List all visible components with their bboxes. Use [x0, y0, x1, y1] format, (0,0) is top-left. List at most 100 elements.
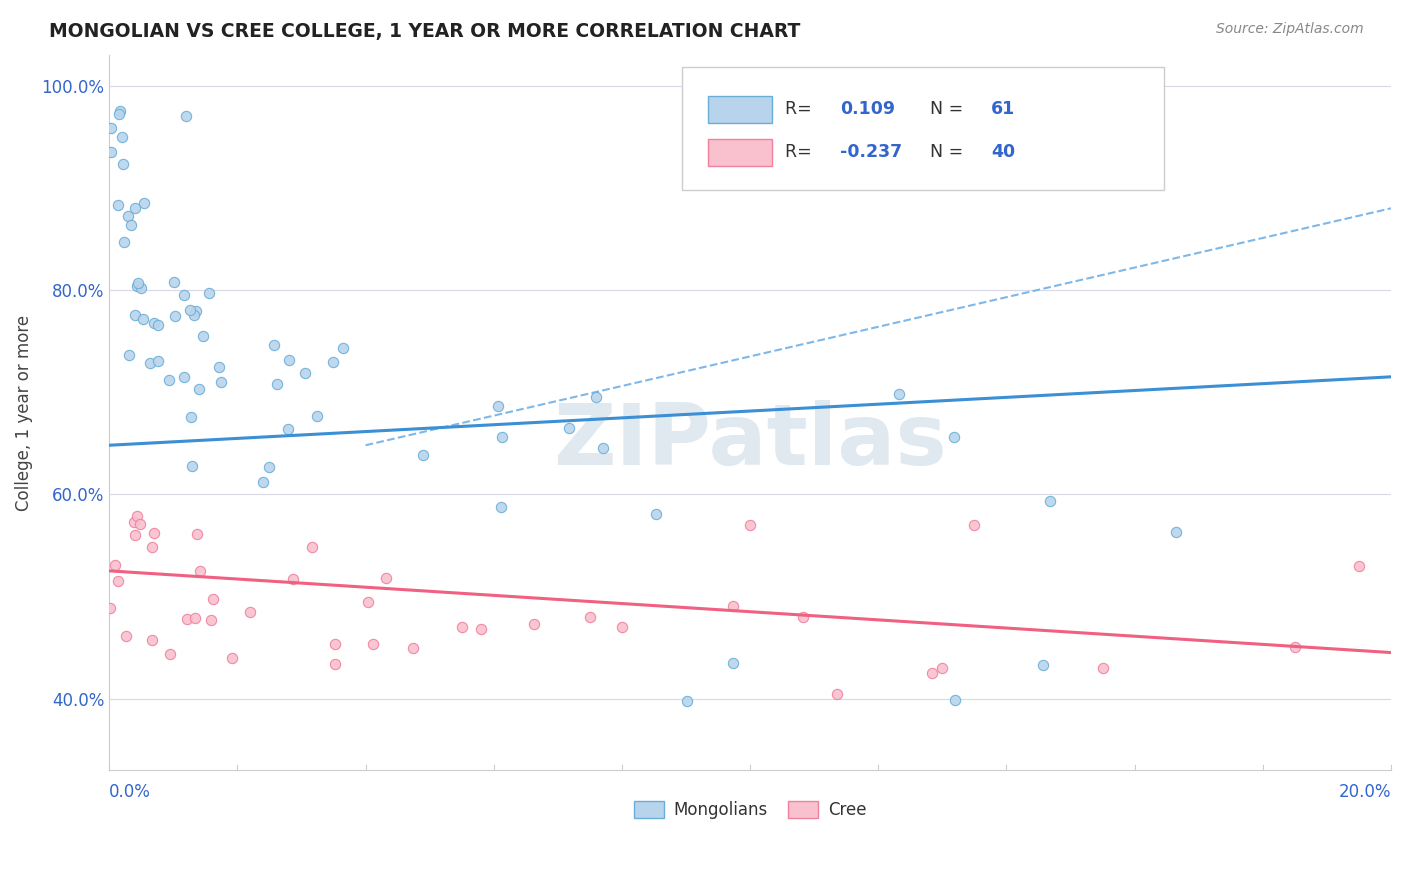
Point [159, 647, 181, 661]
Point [931, 661, 953, 675]
Point [186, 526, 208, 541]
Text: Source: ZipAtlas.com: Source: ZipAtlas.com [1216, 22, 1364, 37]
Point [162, 275, 184, 289]
Point [122, 515, 145, 529]
Point [129, 281, 152, 295]
Point [107, 574, 129, 588]
Point [188, 564, 211, 578]
Point [176, 612, 198, 626]
Point [208, 360, 231, 375]
Point [887, 386, 910, 401]
Point [610, 620, 633, 634]
Point [173, 288, 195, 302]
Point [307, 409, 329, 423]
Y-axis label: College, 1 year or more: College, 1 year or more [15, 315, 32, 510]
Point [645, 507, 668, 521]
Point [201, 591, 224, 606]
Point [486, 399, 509, 413]
Point [174, 110, 197, 124]
Point [209, 376, 232, 390]
Point [108, 107, 131, 121]
Point [200, 613, 222, 627]
Point [263, 338, 285, 352]
Point [239, 606, 262, 620]
Point [963, 517, 986, 532]
Point [257, 460, 280, 475]
Point [491, 430, 513, 444]
Point [143, 316, 166, 330]
Text: ZIPatlas: ZIPatlas [553, 400, 948, 483]
Point [132, 312, 155, 326]
Text: 0.0%: 0.0% [110, 783, 150, 801]
Point [104, 558, 127, 572]
FancyBboxPatch shape [682, 67, 1164, 189]
Point [1091, 661, 1114, 675]
Point [107, 198, 129, 212]
Text: N =: N = [929, 101, 969, 119]
Point [141, 633, 163, 648]
Point [120, 219, 142, 233]
Point [412, 448, 434, 462]
Point [157, 373, 180, 387]
Point [141, 541, 163, 555]
Text: -0.237: -0.237 [839, 144, 901, 161]
Text: 61: 61 [991, 101, 1015, 119]
Point [723, 599, 745, 614]
Bar [707, 95, 772, 123]
Point [184, 611, 207, 625]
Point [100, 120, 122, 135]
Point [125, 279, 148, 293]
Point [142, 525, 165, 540]
Point [129, 516, 152, 531]
Point [252, 475, 274, 489]
Point [283, 572, 305, 586]
Point [470, 622, 492, 636]
Point [332, 341, 354, 355]
Point [1039, 493, 1062, 508]
Text: 0.109: 0.109 [839, 101, 894, 119]
Point [184, 304, 207, 318]
Point [181, 458, 204, 473]
Text: MONGOLIAN VS CREE COLLEGE, 1 YEAR OR MORE CORRELATION CHART: MONGOLIAN VS CREE COLLEGE, 1 YEAR OR MOR… [49, 22, 800, 41]
Point [723, 656, 745, 670]
Point [146, 354, 169, 368]
Point [115, 629, 138, 643]
Point [125, 508, 148, 523]
Point [301, 540, 323, 554]
Point [183, 308, 205, 322]
Point [374, 570, 396, 584]
Point [124, 202, 146, 216]
Point [1164, 525, 1187, 540]
Text: 40: 40 [991, 144, 1015, 161]
Point [323, 657, 346, 671]
Point [278, 353, 301, 368]
Point [221, 651, 243, 665]
Point [148, 318, 170, 332]
Point [1348, 558, 1371, 573]
Point [173, 369, 195, 384]
Point [193, 329, 215, 343]
Text: R=: R= [785, 101, 817, 119]
Point [1032, 657, 1054, 672]
Point [921, 665, 943, 680]
Point [124, 308, 146, 322]
Point [489, 500, 512, 514]
Point [188, 382, 211, 396]
Point [943, 692, 966, 706]
Point [792, 610, 814, 624]
Point [523, 617, 546, 632]
Point [197, 285, 219, 300]
Point [277, 422, 299, 436]
Point [738, 517, 761, 532]
Legend: Mongolians, Cree: Mongolians, Cree [627, 795, 873, 826]
Point [322, 355, 344, 369]
Point [108, 104, 131, 119]
Bar [707, 139, 772, 166]
Text: 20.0%: 20.0% [1339, 783, 1391, 801]
Point [124, 528, 146, 542]
Point [112, 157, 135, 171]
Point [402, 641, 425, 656]
Point [585, 390, 607, 404]
Point [294, 366, 316, 380]
Point [100, 145, 122, 159]
